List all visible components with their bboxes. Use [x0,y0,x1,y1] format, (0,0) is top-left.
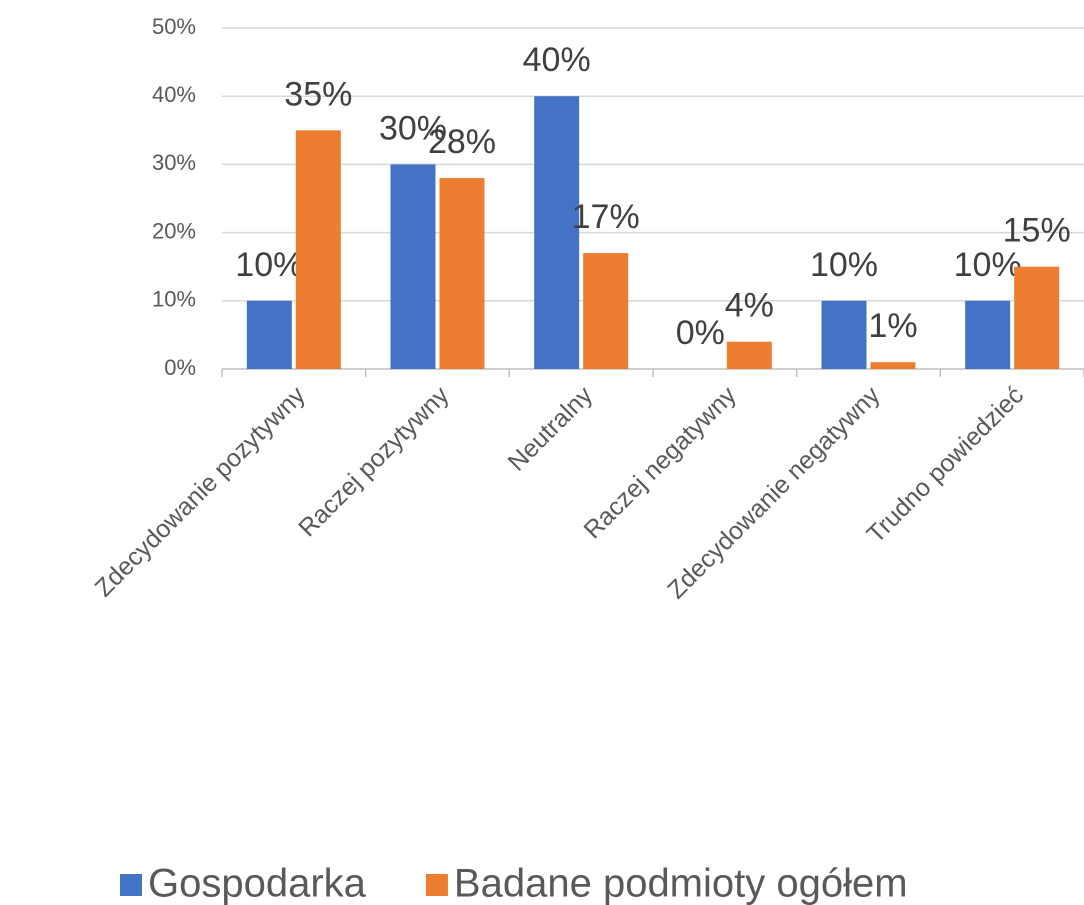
bar [870,362,916,369]
bar [295,130,341,369]
data-label: 10% [954,246,1022,284]
bar [726,341,772,369]
y-tick-label: 20% [152,218,196,243]
data-label: 17% [572,198,640,236]
x-tick-label: Trudno powiedzieć [862,381,1030,549]
bar [246,300,292,369]
data-label: 10% [810,246,878,284]
x-tick-label: Raczej pozytywny [293,381,455,543]
y-tick-label: 30% [152,150,196,175]
legend-swatch [425,874,448,896]
bar [1014,266,1060,369]
x-tick-label: Neutralny [503,381,599,477]
y-tick-label: 50% [152,14,196,39]
bar [965,300,1011,369]
y-tick-label: 40% [152,82,196,107]
bar [583,253,629,369]
bar [821,300,867,369]
y-tick-label: 10% [152,287,196,312]
data-label: 10% [235,246,303,284]
bar [534,96,580,369]
x-tick-label: Zdecydowanie pozytywny [90,381,312,603]
legend-label: Gospodarka [148,862,367,905]
bar [390,164,436,369]
data-label: 40% [523,41,591,79]
data-label: 15% [1003,212,1071,250]
data-label: 1% [868,307,917,345]
legend-label: Badane podmioty ogółem [454,862,908,905]
legend-swatch [120,874,142,896]
data-label: 0% [676,314,725,352]
data-label: 30% [379,109,447,147]
data-label: 35% [284,75,352,113]
x-tick-label: Raczej negatywny [578,381,742,545]
y-tick-label: 0% [164,355,196,380]
data-label: 4% [725,287,774,325]
bar [439,178,485,369]
data-label: 28% [428,123,496,161]
